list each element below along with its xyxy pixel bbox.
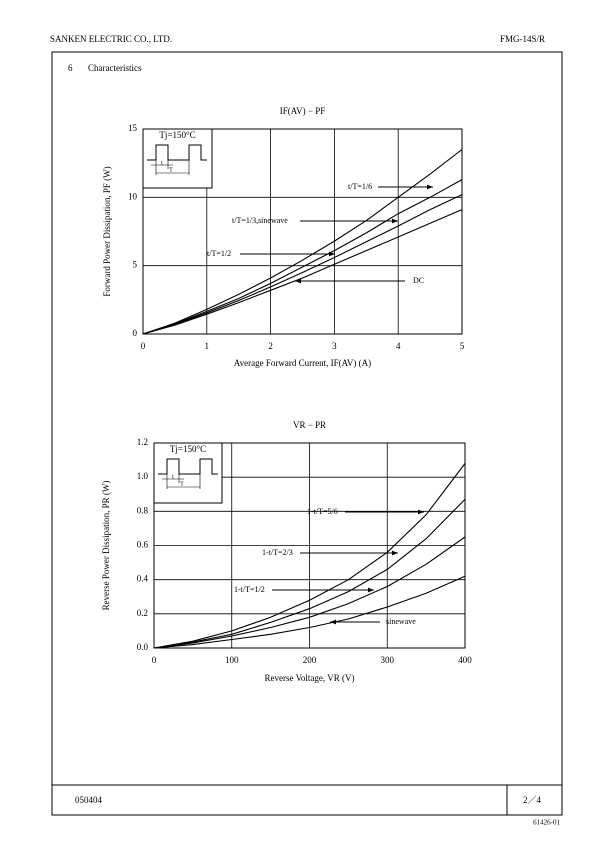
section-title: Characteristics — [88, 63, 142, 73]
x-tick-label: 0 — [141, 341, 146, 351]
x-tick-label: 0 — [152, 655, 157, 665]
x-tick-label: 2 — [268, 341, 273, 351]
page-number: 2／4 — [523, 795, 542, 805]
curve-label: t/T=1/6 — [348, 182, 372, 191]
inset-t: t — [172, 474, 174, 480]
x-tick-label: 3 — [332, 341, 337, 351]
curve — [142, 194, 463, 335]
section-number: 6 — [68, 63, 73, 73]
curve — [153, 575, 466, 649]
curve-label: DC — [413, 276, 424, 285]
x-tick-label: 400 — [458, 655, 472, 665]
inset-t: t — [161, 160, 163, 166]
x-tick-label: 100 — [225, 655, 239, 665]
doc-code: 61426-01 — [533, 819, 560, 827]
inset-T: T — [169, 167, 173, 173]
curve — [153, 463, 466, 649]
y-axis-label: Reverse Power Dissipation, PR (W) — [101, 481, 111, 611]
y-tick-label: 10 — [128, 191, 138, 201]
y-tick-label: 15 — [128, 123, 138, 133]
inset-label: Tj=150°C — [170, 444, 206, 454]
y-tick-label: 5 — [133, 260, 138, 270]
chart-title: IF(AV) − PF — [280, 106, 325, 116]
inset-T: T — [180, 481, 184, 487]
x-axis-label: Average Forward Current, IF(AV) (A) — [234, 358, 371, 368]
curve-label: 1-t/T=1/2 — [234, 585, 265, 594]
curve-label: sinewave — [386, 617, 416, 626]
x-axis-label: Reverse Voltage, VR (V) — [265, 673, 355, 683]
footer-frame — [51, 784, 563, 816]
curve-label: t/T=1/2 — [207, 249, 231, 258]
y-tick-label: 0.6 — [137, 540, 149, 550]
x-tick-label: 5 — [460, 341, 465, 351]
inset-label: Tj=150°C — [159, 130, 195, 140]
curve — [142, 149, 463, 335]
curve-label: 1-t/T=2/3 — [262, 548, 293, 557]
y-axis-label: Forward Power Dissipation, PF (W) — [102, 166, 112, 296]
pulse-wave — [158, 458, 218, 475]
curve-label: t/T=1/3,sinewave — [232, 216, 288, 225]
curve — [153, 499, 466, 649]
x-tick-label: 4 — [396, 341, 401, 351]
y-tick-label: 1.0 — [137, 471, 149, 481]
plot-frame — [153, 442, 466, 649]
x-tick-label: 200 — [303, 655, 317, 665]
curve — [142, 209, 463, 335]
inset-box — [153, 442, 223, 504]
pulse-wave — [147, 144, 207, 161]
chart-title: VR − PR — [293, 420, 326, 430]
x-tick-label: 300 — [381, 655, 395, 665]
y-tick-label: 0 — [133, 328, 138, 338]
company: SANKEN ELECTRIC CO., LTD. — [50, 34, 172, 44]
part-number: FMG-14S/R — [500, 34, 545, 44]
curve — [142, 179, 463, 335]
x-tick-label: 1 — [205, 341, 210, 351]
curve-label: 1-t/T=5/6 — [307, 507, 338, 516]
y-tick-label: 0.0 — [137, 642, 149, 652]
y-tick-label: 0.4 — [137, 574, 149, 584]
footer-date: 050404 — [75, 795, 103, 805]
y-tick-label: 1.2 — [137, 437, 148, 447]
y-tick-label: 0.2 — [137, 608, 148, 618]
y-tick-label: 0.8 — [137, 505, 149, 515]
curve — [153, 536, 466, 649]
plot-frame — [142, 128, 463, 335]
